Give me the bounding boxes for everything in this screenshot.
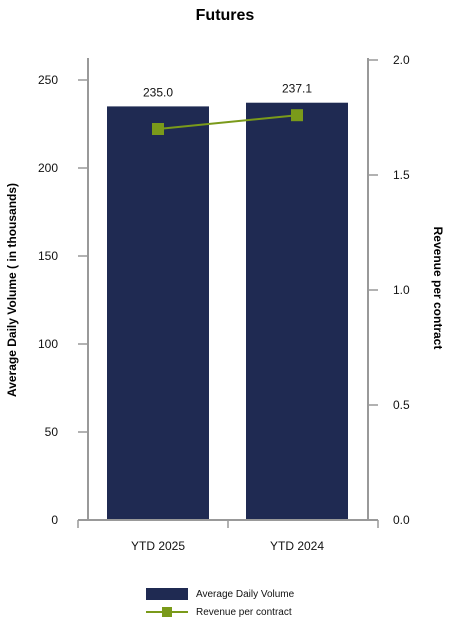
y-tick-label: 50 — [45, 425, 59, 439]
y-axis-title: Average Daily Volume ( in thousands) — [5, 183, 19, 397]
y2-tick-label: 0.0 — [393, 513, 410, 527]
bar-1 — [107, 106, 209, 521]
bar-value-label: 237.1 — [282, 82, 312, 96]
y-tick-label: 0 — [51, 513, 58, 527]
revenue-line — [157, 114, 298, 130]
y-tick-label: 150 — [38, 249, 58, 263]
y2-tick-label: 0.5 — [393, 398, 410, 412]
left-axis-ticks: 0 50 100 150 200 250 — [38, 73, 88, 527]
revenue-point-1 — [152, 123, 164, 135]
y-tick-label: 250 — [38, 73, 58, 87]
y2-axis-title: Revenue per contract — [431, 227, 445, 350]
legend-label-volume: Average Daily Volume — [196, 589, 295, 600]
bar-value-label: 235.0 — [143, 85, 173, 99]
x-axis-ticks: YTD 2025 YTD 2024 — [77, 520, 379, 553]
legend-label-revenue: Revenue per contract — [196, 607, 292, 618]
x-tick-label: YTD 2024 — [270, 539, 324, 553]
bars-layer — [107, 102, 348, 521]
legend-swatch-volume — [146, 588, 188, 600]
x-tick-label: YTD 2025 — [131, 539, 185, 553]
chart-title: Futures — [196, 7, 255, 24]
legend-marker-revenue — [162, 607, 172, 617]
legend: Average Daily Volume Revenue per contrac… — [146, 588, 295, 618]
line-layer — [152, 109, 303, 135]
y2-tick-label: 1.5 — [393, 168, 410, 182]
bar-2 — [246, 102, 348, 520]
revenue-point-2 — [291, 109, 303, 122]
y-tick-label: 100 — [38, 337, 58, 351]
right-axis-ticks: 0.0 0.5 1.0 1.5 2.0 — [368, 53, 410, 527]
y2-tick-label: 2.0 — [393, 53, 410, 67]
bar-labels-layer: 235.0 237.1 — [143, 82, 312, 100]
y-tick-label: 200 — [38, 161, 58, 175]
y2-tick-label: 1.0 — [393, 283, 410, 297]
